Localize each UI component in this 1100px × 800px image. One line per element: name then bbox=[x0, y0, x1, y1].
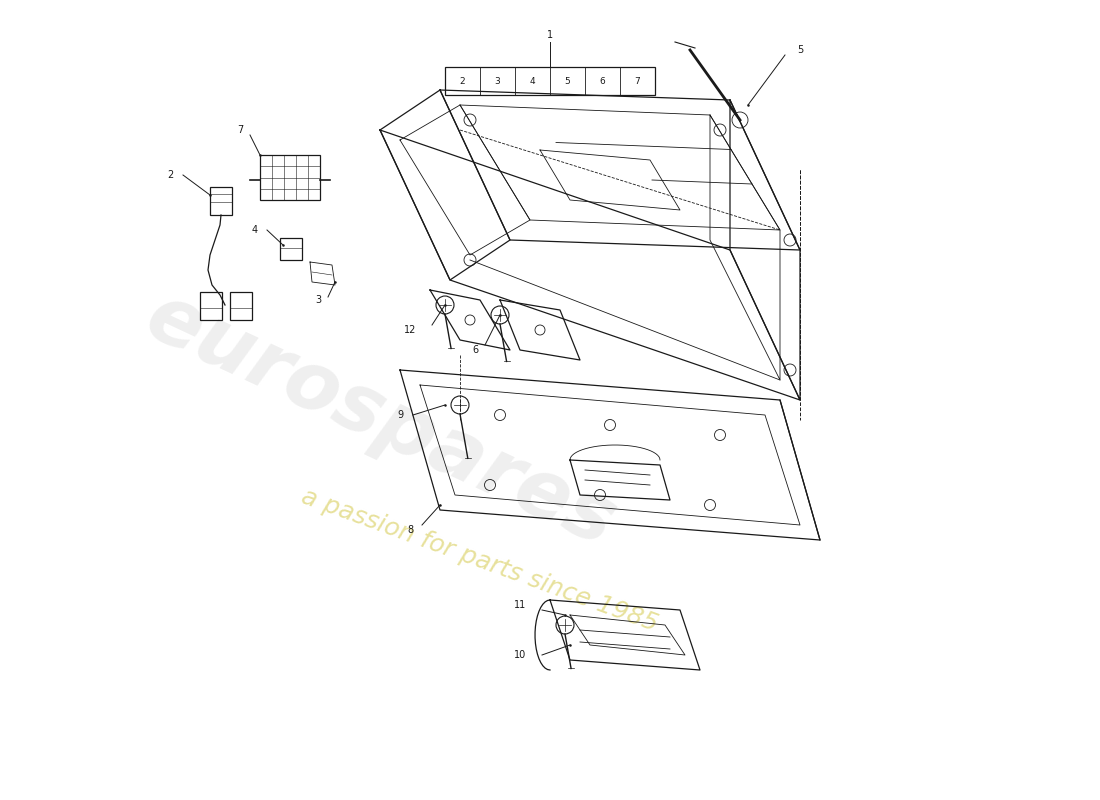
Text: 5: 5 bbox=[796, 45, 803, 55]
Text: 3: 3 bbox=[495, 77, 500, 86]
Text: 6: 6 bbox=[472, 345, 478, 355]
Text: 2: 2 bbox=[460, 77, 465, 86]
Bar bbox=[446, 67, 654, 95]
Text: 6: 6 bbox=[600, 77, 605, 86]
Bar bbox=[280, 238, 302, 260]
Bar bbox=[200, 292, 222, 320]
Text: 11: 11 bbox=[514, 600, 526, 610]
Bar bbox=[260, 155, 320, 200]
Bar bbox=[210, 187, 232, 215]
Text: 5: 5 bbox=[564, 77, 571, 86]
Text: 1: 1 bbox=[547, 30, 553, 40]
Text: a passion for parts since 1985: a passion for parts since 1985 bbox=[298, 484, 661, 636]
Text: 2: 2 bbox=[167, 170, 173, 180]
Text: 7: 7 bbox=[236, 125, 243, 135]
Text: 7: 7 bbox=[635, 77, 640, 86]
Text: 8: 8 bbox=[407, 525, 414, 535]
Text: 9: 9 bbox=[397, 410, 403, 420]
Bar bbox=[230, 292, 252, 320]
Text: 4: 4 bbox=[252, 225, 258, 235]
Text: 4: 4 bbox=[530, 77, 536, 86]
Text: eurospares: eurospares bbox=[133, 277, 627, 563]
Text: 10: 10 bbox=[514, 650, 526, 660]
Text: 3: 3 bbox=[315, 295, 321, 305]
Text: 12: 12 bbox=[404, 325, 416, 335]
